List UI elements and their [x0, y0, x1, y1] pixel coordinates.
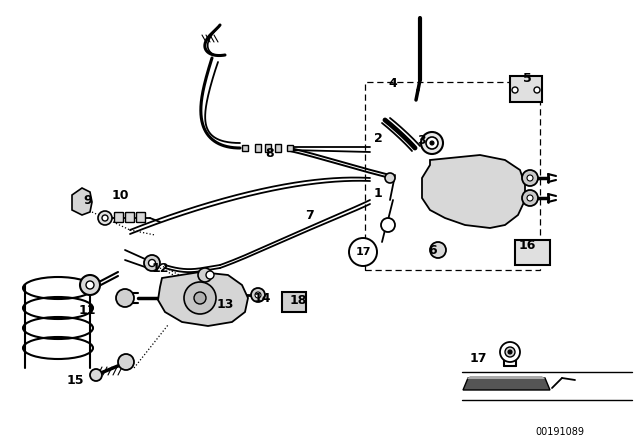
Text: 16: 16 — [518, 238, 536, 251]
Circle shape — [505, 347, 515, 357]
Polygon shape — [158, 272, 248, 326]
Text: 5: 5 — [523, 72, 531, 85]
FancyBboxPatch shape — [515, 240, 550, 265]
Circle shape — [116, 289, 134, 307]
Circle shape — [148, 259, 156, 267]
FancyBboxPatch shape — [255, 144, 261, 152]
Circle shape — [426, 137, 438, 149]
Circle shape — [430, 141, 434, 145]
Circle shape — [98, 211, 112, 225]
Circle shape — [86, 281, 94, 289]
Circle shape — [500, 342, 520, 362]
Circle shape — [206, 271, 214, 279]
Circle shape — [508, 350, 512, 354]
Circle shape — [102, 215, 108, 221]
FancyBboxPatch shape — [287, 145, 293, 151]
Text: 18: 18 — [289, 293, 307, 306]
FancyBboxPatch shape — [125, 212, 134, 223]
Circle shape — [527, 175, 533, 181]
Text: 17: 17 — [469, 352, 487, 365]
Circle shape — [194, 292, 206, 304]
Circle shape — [430, 242, 446, 258]
Text: 11: 11 — [78, 303, 96, 316]
Text: 13: 13 — [216, 298, 234, 311]
Circle shape — [522, 170, 538, 186]
Circle shape — [90, 369, 102, 381]
FancyBboxPatch shape — [265, 144, 271, 152]
Text: 6: 6 — [429, 244, 437, 257]
Text: 4: 4 — [388, 77, 397, 90]
Text: 9: 9 — [84, 194, 92, 207]
Circle shape — [251, 288, 265, 302]
Text: 3: 3 — [418, 134, 426, 146]
Text: 10: 10 — [111, 189, 129, 202]
Text: 00191089: 00191089 — [536, 427, 584, 437]
Text: 2: 2 — [374, 132, 382, 145]
Circle shape — [534, 87, 540, 93]
Circle shape — [184, 282, 216, 314]
Circle shape — [385, 173, 395, 183]
Polygon shape — [467, 376, 545, 379]
Circle shape — [381, 218, 395, 232]
Circle shape — [421, 132, 443, 154]
Circle shape — [522, 190, 538, 206]
Circle shape — [527, 195, 533, 201]
Circle shape — [255, 292, 261, 298]
Text: 7: 7 — [306, 208, 314, 221]
Text: 1: 1 — [374, 186, 382, 199]
Text: 15: 15 — [67, 374, 84, 387]
FancyBboxPatch shape — [275, 144, 281, 152]
Text: 17: 17 — [355, 247, 371, 257]
Text: 14: 14 — [253, 292, 271, 305]
Polygon shape — [72, 188, 92, 215]
Circle shape — [118, 354, 134, 370]
Text: 12: 12 — [151, 262, 169, 275]
Polygon shape — [422, 155, 525, 228]
Circle shape — [349, 238, 377, 266]
Polygon shape — [463, 378, 550, 390]
FancyBboxPatch shape — [282, 292, 306, 312]
Circle shape — [512, 87, 518, 93]
Circle shape — [80, 275, 100, 295]
FancyBboxPatch shape — [136, 212, 145, 223]
FancyBboxPatch shape — [242, 145, 248, 151]
Circle shape — [144, 255, 160, 271]
FancyBboxPatch shape — [510, 76, 542, 102]
FancyBboxPatch shape — [115, 212, 124, 223]
Circle shape — [198, 268, 212, 282]
Text: 8: 8 — [266, 146, 275, 159]
